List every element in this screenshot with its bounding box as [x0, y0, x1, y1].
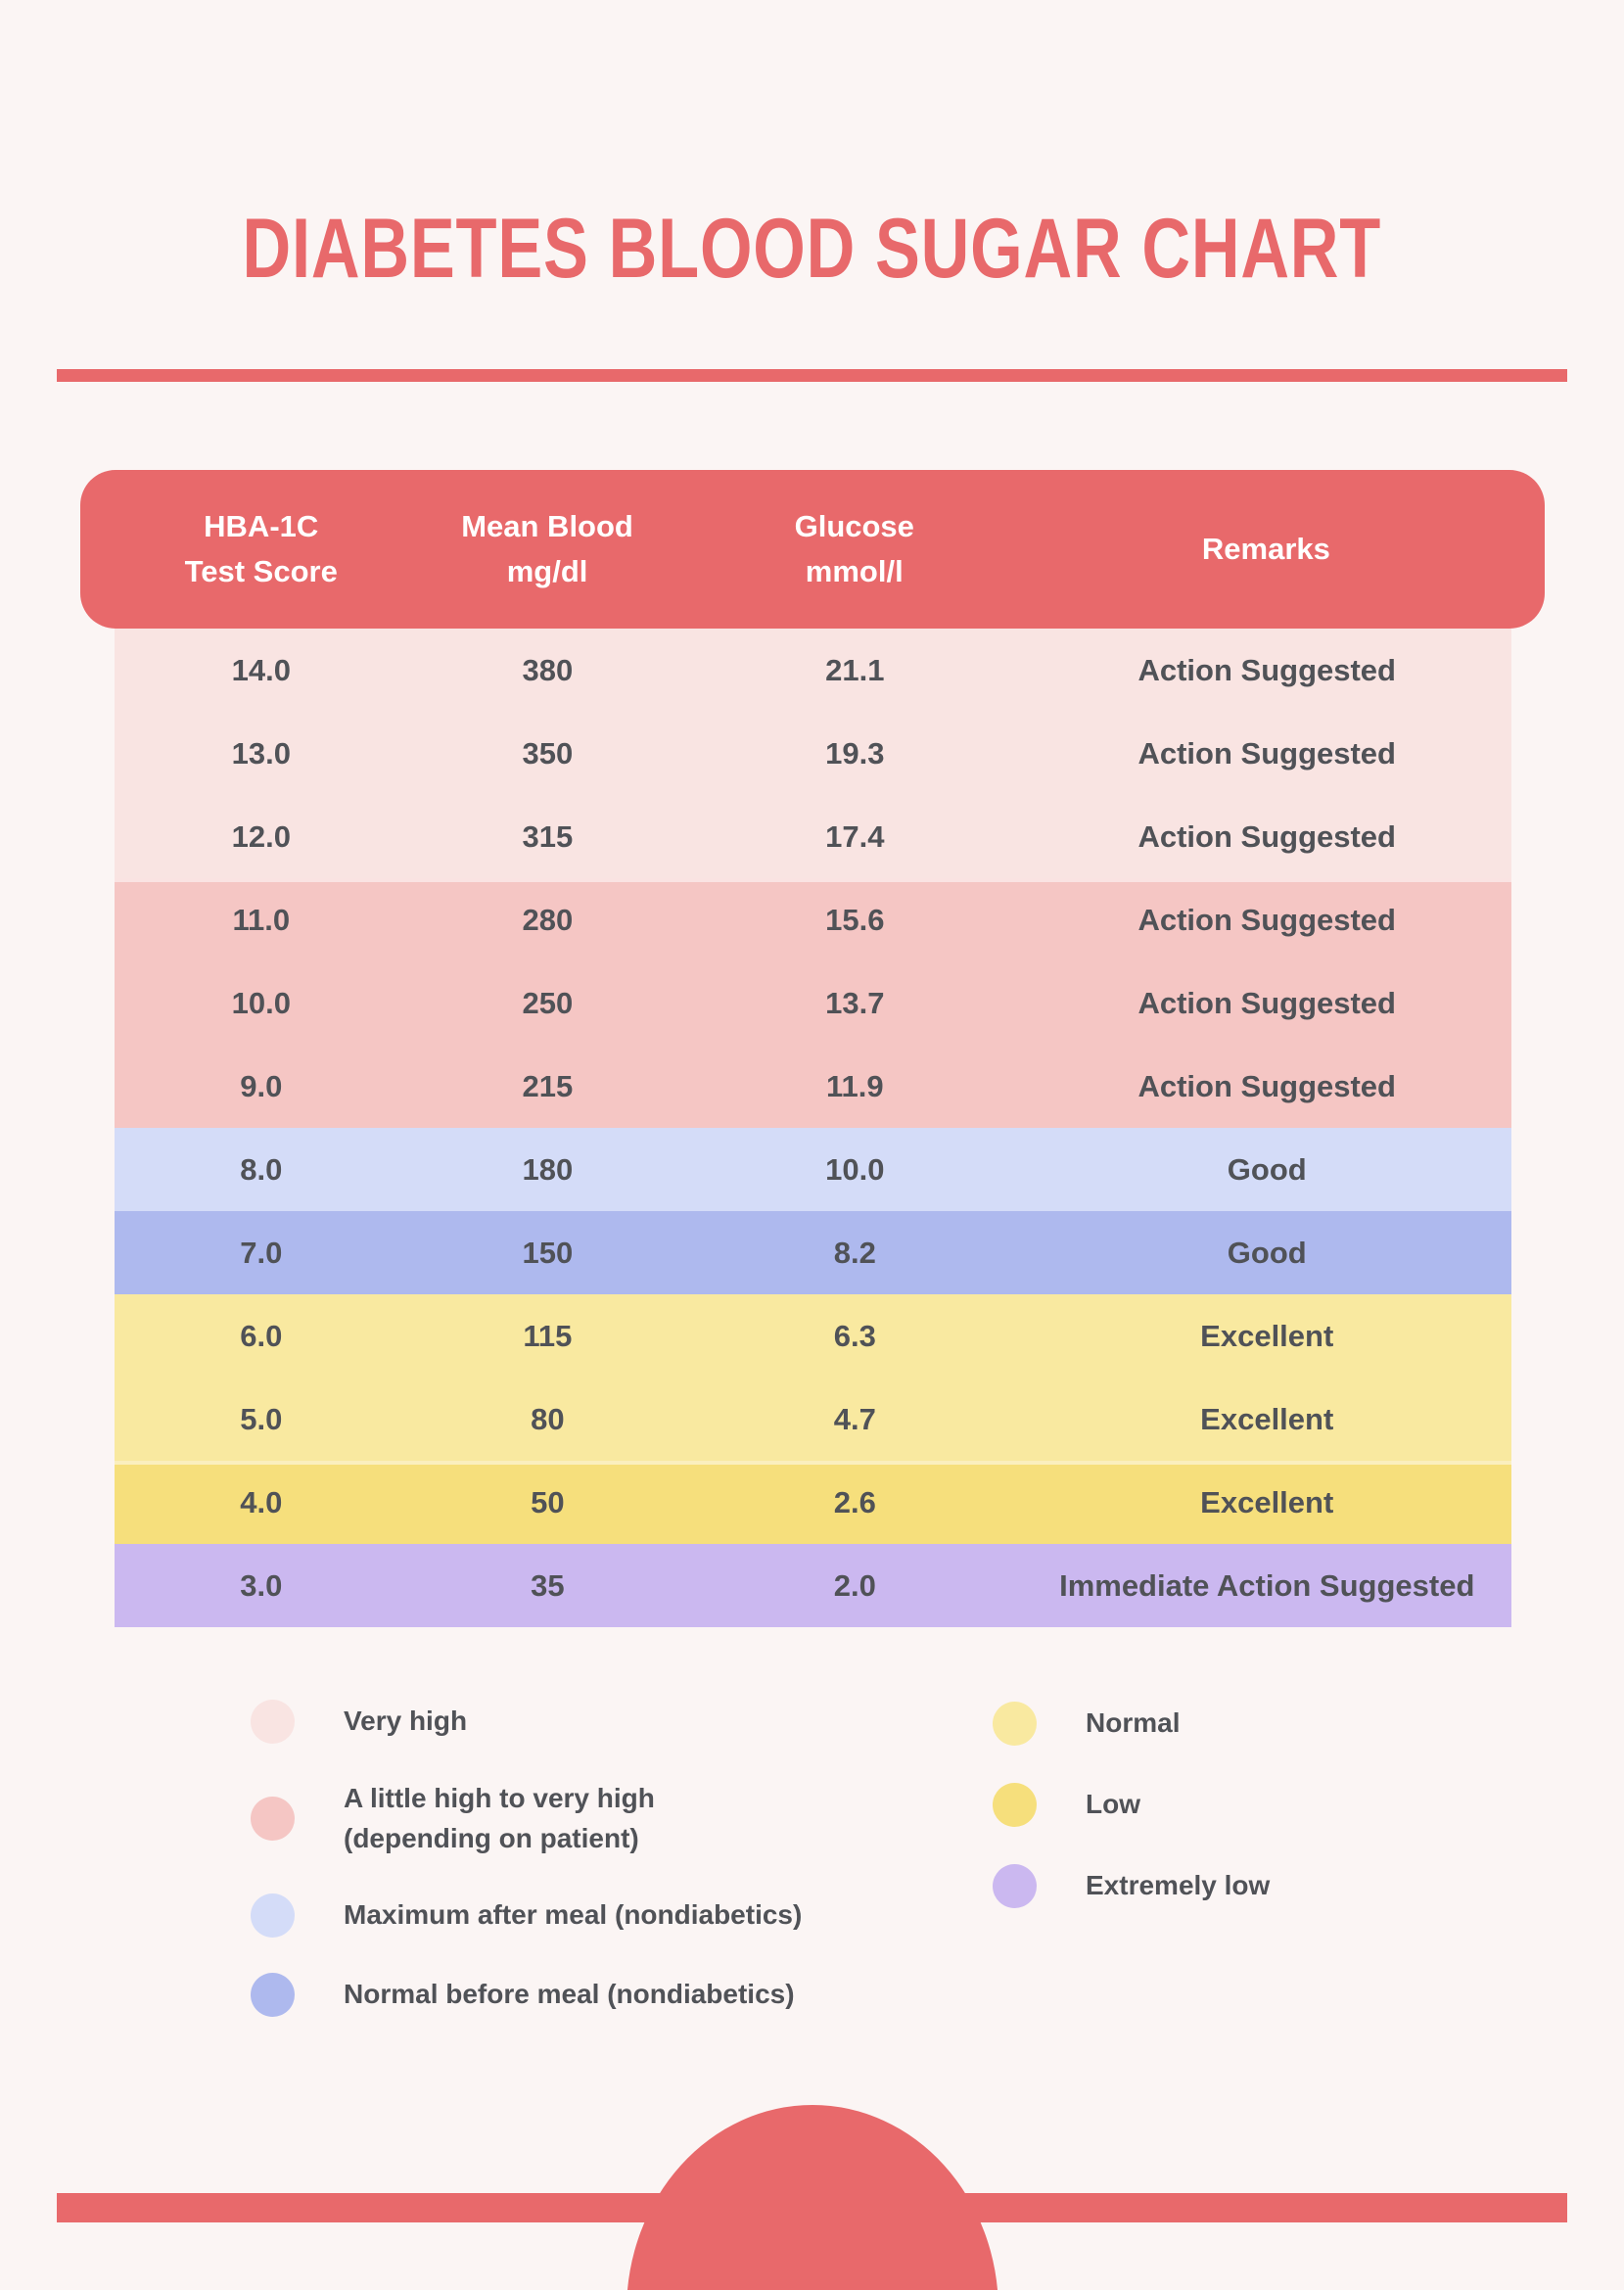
cell-mg: 380	[522, 652, 574, 687]
legend-item-little-high: A little high to very high (depending on…	[251, 1779, 802, 1858]
legend-item-very-high: Very high	[251, 1700, 802, 1744]
column-header-remarks: Remarks	[1201, 531, 1330, 566]
cell-mg: 315	[522, 818, 574, 854]
footer-divider	[57, 2193, 1567, 2222]
legend-item-extremely-low: Extremely low	[993, 1864, 1270, 1908]
cell-score: 4.0	[240, 1484, 283, 1519]
cell-remark: Action Suggested	[1137, 735, 1396, 771]
very-high-swatch-icon	[251, 1700, 295, 1744]
legend-label: Extremely low	[1086, 1870, 1271, 1901]
extremely-low-swatch-icon	[993, 1864, 1037, 1908]
table-row: 13.0 350 19.3 Action Suggested	[115, 712, 1511, 795]
normal-swatch-icon	[993, 1702, 1037, 1746]
cell-mmol: 21.1	[825, 652, 885, 687]
normal-before-meal-swatch-icon	[251, 1973, 295, 2018]
cell-mmol: 17.4	[825, 818, 885, 854]
cell-remark: Excellent	[1200, 1484, 1334, 1519]
legend-label: Normal	[1086, 1707, 1181, 1739]
legend-left-column: Very high A little high to very high (de…	[251, 1700, 803, 2018]
cell-score: 14.0	[231, 652, 291, 687]
cell-mmol: 2.6	[833, 1484, 876, 1519]
cell-remark: Excellent	[1200, 1401, 1334, 1436]
cell-mmol: 6.3	[833, 1318, 876, 1353]
title-divider	[57, 369, 1567, 382]
table-body: 14.0 380 21.1 Action Suggested 13.0 350 …	[115, 629, 1511, 1627]
cell-score: 7.0	[240, 1235, 283, 1270]
cell-score: 13.0	[231, 735, 291, 771]
cell-mg: 115	[523, 1318, 573, 1353]
cell-mg: 50	[531, 1484, 565, 1519]
legend-label: Maximum after meal (nondiabetics)	[344, 1899, 803, 1931]
cell-score: 5.0	[240, 1401, 283, 1436]
cell-mg: 150	[522, 1235, 574, 1270]
column-header-mean-blood: Mean Blood mg/dl	[461, 508, 633, 589]
cell-mg: 280	[522, 902, 574, 937]
cell-remark: Action Suggested	[1137, 818, 1396, 854]
cell-remark: Immediate Action Suggested	[1059, 1567, 1475, 1603]
table-row: 9.0 215 11.9 Action Suggested	[115, 1045, 1511, 1128]
cell-score: 8.0	[240, 1151, 283, 1187]
cell-remark: Excellent	[1200, 1318, 1334, 1353]
page-title-text: DIABETES BLOOD SUGAR CHART	[242, 202, 1382, 296]
table-row: 6.0 115 6.3 Excellent	[115, 1294, 1511, 1378]
cell-mg: 350	[522, 735, 574, 771]
low-swatch-icon	[993, 1783, 1037, 1827]
page-title: DIABETES BLOOD SUGAR CHART	[0, 201, 1624, 298]
cell-remark: Action Suggested	[1137, 652, 1396, 687]
legend-item-normal-before-meal: Normal before meal (nondiabetics)	[251, 1973, 802, 2018]
legend-label: Normal before meal (nondiabetics)	[344, 1979, 795, 2010]
cell-mg: 35	[531, 1567, 565, 1603]
table-row: 14.0 380 21.1 Action Suggested	[115, 629, 1511, 712]
cell-score: 3.0	[240, 1567, 283, 1603]
cell-score: 10.0	[231, 985, 291, 1020]
column-header-hba1c: HBA-1C Test Score	[184, 508, 338, 589]
table-row: 10.0 250 13.7 Action Suggested	[115, 961, 1511, 1045]
table-row: 8.0 180 10.0 Good	[115, 1128, 1511, 1211]
table-row: 3.0 35 2.0 Immediate Action Suggested	[115, 1544, 1511, 1627]
cell-remark: Action Suggested	[1137, 985, 1396, 1020]
cell-score: 11.0	[232, 902, 291, 937]
max-after-meal-swatch-icon	[251, 1893, 295, 1939]
cell-mmol: 4.7	[833, 1401, 876, 1436]
column-header-glucose: Glucose mmol/l	[794, 508, 914, 589]
legend-item-max-after-meal: Maximum after meal (nondiabetics)	[251, 1893, 803, 1939]
cell-remark: Good	[1227, 1151, 1307, 1187]
cell-mg: 80	[531, 1401, 565, 1436]
cell-remark: Action Suggested	[1137, 1068, 1396, 1103]
cell-mmol: 10.0	[825, 1151, 885, 1187]
cell-mmol: 11.9	[825, 1068, 884, 1103]
table-header: HBA-1C Test Score Mean Blood mg/dl Gluco…	[80, 470, 1545, 629]
legend-label: Low	[1086, 1789, 1140, 1820]
cell-score: 12.0	[231, 818, 291, 854]
cell-remark: Good	[1227, 1235, 1307, 1270]
legend-item-low: Low	[993, 1783, 1270, 1827]
table-row: 4.0 50 2.6 Excellent	[115, 1461, 1511, 1544]
cell-mmol: 2.0	[833, 1567, 876, 1603]
little-high-swatch-icon	[251, 1797, 295, 1842]
cell-score: 9.0	[240, 1068, 283, 1103]
table-row: 11.0 280 15.6 Action Suggested	[115, 878, 1511, 961]
table-row: 7.0 150 8.2 Good	[115, 1211, 1511, 1294]
legend-label: Very high	[344, 1706, 468, 1737]
cell-mmol: 13.7	[825, 985, 885, 1020]
legend-item-normal: Normal	[993, 1702, 1270, 1746]
cell-mg: 180	[522, 1151, 574, 1187]
legend-label: A little high to very high (depending on…	[344, 1783, 655, 1853]
cell-remark: Action Suggested	[1137, 902, 1396, 937]
cell-mmol: 8.2	[833, 1235, 876, 1270]
legend-right-column: Normal Low Extremely low	[993, 1702, 1270, 1908]
cell-mg: 250	[522, 985, 574, 1020]
table-row: 12.0 315 17.4 Action Suggested	[115, 795, 1511, 878]
cell-mmol: 15.6	[825, 902, 885, 937]
table-row: 5.0 80 4.7 Excellent	[115, 1378, 1511, 1461]
cell-mmol: 19.3	[825, 735, 885, 771]
cell-mg: 215	[522, 1068, 574, 1103]
cell-score: 6.0	[240, 1318, 283, 1353]
